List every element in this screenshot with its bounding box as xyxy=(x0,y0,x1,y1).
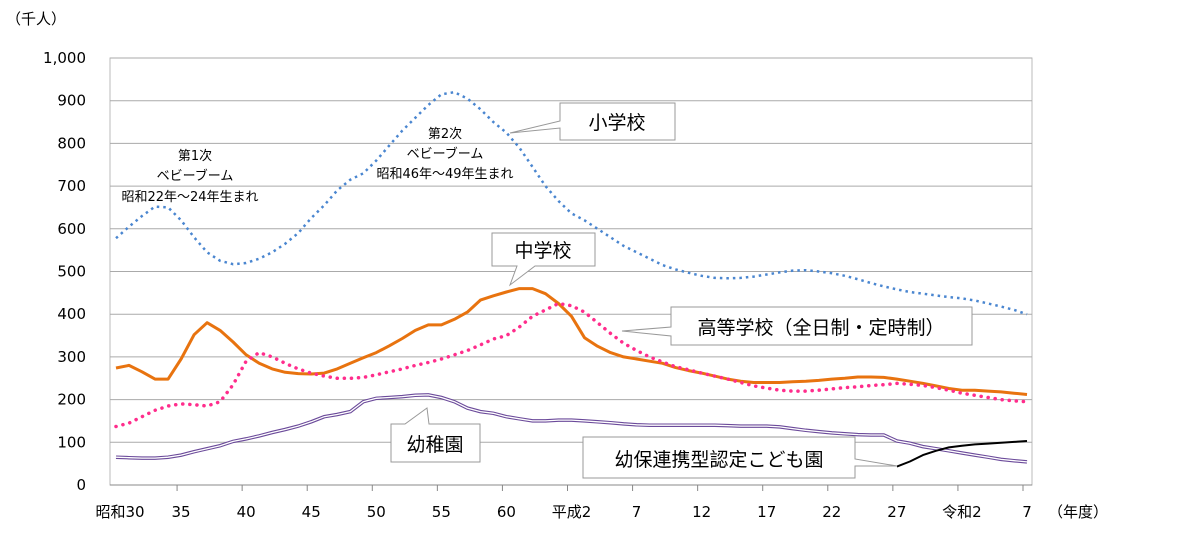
annotation-line: 第1次 xyxy=(178,148,212,164)
x-tick-label: 昭和30 xyxy=(95,503,144,521)
x-tick-label: 50 xyxy=(367,503,386,521)
y-tick-label: 100 xyxy=(57,433,86,451)
callout-high-school: 高等学校（全日制・定時制） xyxy=(622,307,972,345)
x-tick-label: 7 xyxy=(1022,503,1032,521)
x-tick-label: 45 xyxy=(302,503,321,521)
y-tick-label: 700 xyxy=(57,177,86,195)
x-axis: 昭和30 35 40 45 50 55 60 平成2 7 12 17 22 27 令和2 7 xyxy=(95,503,1031,521)
x-tick-label: 12 xyxy=(692,503,711,521)
y-tick-label: 0 xyxy=(76,476,86,494)
annotation-line: 昭和46年～49年生まれ xyxy=(376,167,513,182)
y-tick-label: 300 xyxy=(57,348,86,366)
annotation-line: ベビーブーム xyxy=(407,146,484,162)
x-tick-label: 55 xyxy=(432,503,451,521)
x-tick-label: 令和2 xyxy=(942,503,982,521)
y-tick-label: 200 xyxy=(57,391,86,409)
annotation-line: 第2次 xyxy=(428,126,462,142)
x-tick-label: 40 xyxy=(237,503,256,521)
x-tick-label: 60 xyxy=(497,503,516,521)
x-tick-label: 27 xyxy=(887,503,906,521)
legend-label: 幼稚園 xyxy=(406,434,463,456)
x-tick-label: 平成2 xyxy=(552,503,592,521)
annotation-line: 昭和22年～24年生まれ xyxy=(121,190,258,205)
y-tick-label: 900 xyxy=(57,92,86,110)
y-tick-label: 600 xyxy=(57,220,86,238)
legend-label: 高等学校（全日制・定時制） xyxy=(697,317,944,339)
y-tick-label: 500 xyxy=(57,263,86,281)
legend-label: 幼保連携型認定こども園 xyxy=(614,449,823,471)
legend-label: 小学校 xyxy=(588,112,645,134)
x-tick-label: 35 xyxy=(172,503,191,521)
callout-certified-kodomoen: 幼保連携型認定こども園 xyxy=(583,437,897,478)
x-axis-label: （年度） xyxy=(1048,503,1108,521)
y-tick-label: 1,000 xyxy=(43,49,86,67)
x-tick-label: 22 xyxy=(822,503,841,521)
y-tick-label: 800 xyxy=(57,134,86,152)
x-tick-label: 7 xyxy=(632,503,642,521)
annotation-line: ベビーブーム xyxy=(157,168,234,184)
y-tick-label: 400 xyxy=(57,305,86,323)
y-axis: 0 100 200 300 400 500 600 700 800 900 1,000 xyxy=(43,49,86,494)
legend-label: 中学校 xyxy=(514,240,571,262)
x-tick-label: 17 xyxy=(757,503,776,521)
y-unit-label: （千人） xyxy=(6,10,66,28)
